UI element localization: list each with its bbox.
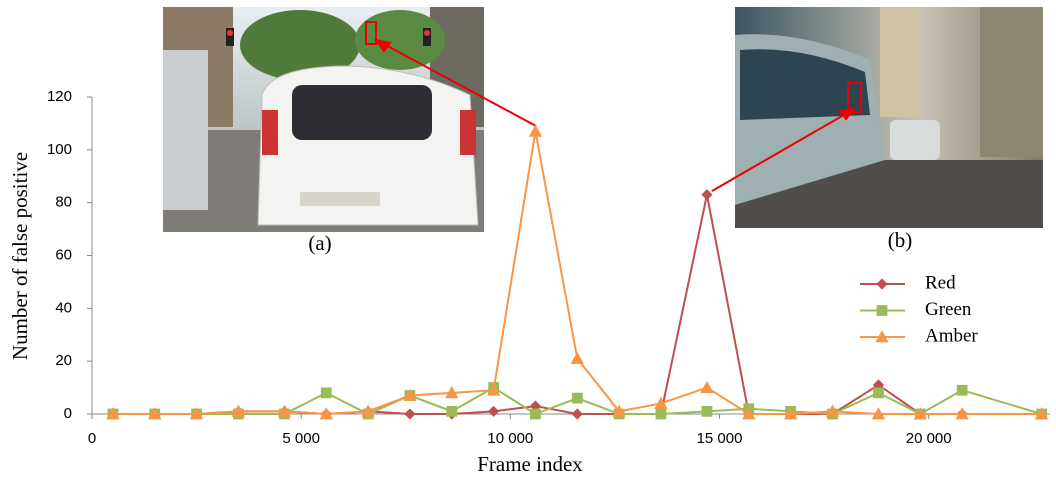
marker [825, 404, 840, 417]
photo-b [735, 7, 1043, 228]
y-tick-label: 0 [64, 405, 72, 422]
marker [404, 408, 416, 420]
marker [570, 351, 584, 364]
marker [530, 408, 541, 420]
legend-label: Amber [925, 325, 978, 346]
x-tick-label: 5 000 [282, 430, 320, 447]
marker [701, 405, 713, 417]
marker [955, 407, 969, 420]
marker [956, 384, 968, 396]
series-line [112, 131, 1042, 416]
x-axis-label: Frame index [477, 452, 583, 476]
y-tick-label: 100 [47, 141, 72, 158]
marker [528, 124, 543, 137]
y-tick-label: 80 [55, 194, 72, 211]
x-tick-label: 15 000 [697, 430, 743, 447]
y-tick-label: 20 [55, 352, 72, 369]
y-tick-label: 60 [55, 246, 72, 263]
marker [320, 387, 332, 399]
marker [700, 380, 714, 393]
marker [445, 386, 459, 399]
marker [876, 278, 888, 290]
marker [231, 404, 246, 417]
legend-label: Red [925, 272, 956, 293]
y-tick-label: 40 [55, 299, 72, 316]
marker [1034, 407, 1049, 420]
marker [873, 387, 884, 399]
arrows [373, 38, 857, 192]
marker [612, 404, 626, 417]
annotation: (b) [888, 228, 913, 252]
marker [189, 407, 204, 420]
marker [876, 305, 888, 316]
marker [571, 392, 583, 404]
marker [913, 407, 927, 420]
marker [655, 408, 667, 420]
marker [742, 407, 756, 420]
x-tick-label: 10 000 [487, 430, 533, 447]
marker [701, 189, 713, 201]
series-line [112, 386, 1042, 416]
marker [106, 407, 120, 420]
photo-a [163, 7, 484, 232]
marker [277, 404, 292, 417]
marker [871, 407, 886, 420]
marker [446, 405, 458, 417]
marker [488, 405, 500, 417]
marker [403, 388, 417, 401]
marker [319, 407, 333, 420]
x-tick-label: 20 000 [906, 430, 952, 447]
marker [486, 383, 501, 396]
annotation: (a) [308, 231, 331, 255]
marker [783, 407, 798, 420]
series [106, 124, 1049, 420]
x-tick-label: 0 [88, 430, 96, 447]
legend-label: Green [925, 299, 972, 320]
marker [148, 407, 162, 420]
marker [571, 408, 583, 420]
y-axis-label: Number of false positive [8, 152, 32, 360]
marker [875, 330, 889, 343]
y-tick-label: 120 [47, 88, 72, 105]
marker [654, 396, 668, 409]
marker [361, 404, 375, 417]
